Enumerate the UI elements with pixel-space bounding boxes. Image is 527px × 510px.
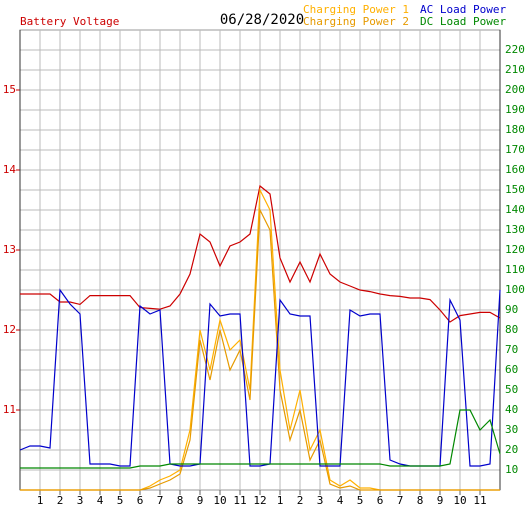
y2-tick-label: 150	[505, 183, 525, 196]
x-tick-label: 11	[233, 494, 246, 507]
y2-tick-label: 10	[505, 463, 518, 476]
y2-tick-label: 60	[505, 363, 518, 376]
y2-tick-label: 110	[505, 263, 525, 276]
series-line	[20, 207, 500, 491]
x-tick-label: 2	[57, 494, 64, 507]
x-tick-label: 4	[97, 494, 104, 507]
x-tick-label: 6	[377, 494, 384, 507]
y2-tick-label: 80	[505, 323, 518, 336]
chart-title: 06/28/2020	[220, 12, 304, 28]
y2-tick-label: 220	[505, 43, 525, 56]
y-tick-label: 13	[3, 243, 16, 256]
y-tick-label: 15	[3, 83, 16, 96]
legend-label: AC Load Power	[420, 3, 506, 16]
y2-tick-label: 40	[505, 403, 518, 416]
y2-tick-label: 30	[505, 423, 518, 436]
x-tick-label: 4	[337, 494, 344, 507]
y2-tick-label: 190	[505, 103, 525, 116]
x-tick-label: 5	[117, 494, 124, 507]
legend-label: Charging Power 1	[303, 3, 409, 16]
y2-tick-label: 140	[505, 203, 525, 216]
y2-tick-label: 50	[505, 383, 518, 396]
legend-label: DC Load Power	[420, 15, 506, 28]
y2-tick-label: 160	[505, 163, 525, 176]
y2-tick-label: 130	[505, 223, 525, 236]
x-tick-label: 1	[277, 494, 284, 507]
x-tick-label: 10	[453, 494, 466, 507]
x-tick-label: 8	[177, 494, 184, 507]
y2-tick-label: 120	[505, 243, 525, 256]
x-tick-label: 1	[37, 494, 44, 507]
x-tick-label: 5	[357, 494, 364, 507]
x-tick-label: 10	[213, 494, 226, 507]
x-tick-label: 2	[297, 494, 304, 507]
x-tick-label: 3	[317, 494, 324, 507]
legend-label: Charging Power 2	[303, 15, 409, 28]
y2-tick-label: 100	[505, 283, 525, 296]
y2-tick-label: 200	[505, 83, 525, 96]
y2-tick-label: 70	[505, 343, 518, 356]
x-tick-label: 7	[157, 494, 164, 507]
y-tick-label: 14	[3, 163, 17, 176]
y2-tick-label: 170	[505, 143, 525, 156]
y2-tick-label: 180	[505, 123, 525, 136]
series-line	[20, 184, 501, 323]
x-tick-label: 11	[473, 494, 486, 507]
legend-label: Battery Voltage	[20, 15, 119, 28]
y2-tick-label: 90	[505, 303, 518, 316]
x-tick-label: 3	[77, 494, 84, 507]
x-tick-label: 7	[397, 494, 404, 507]
y2-tick-label: 20	[505, 443, 518, 456]
y-tick-label: 11	[3, 403, 16, 416]
x-tick-label: 9	[197, 494, 204, 507]
x-tick-label: 6	[137, 494, 144, 507]
x-tick-label: 12	[253, 494, 266, 507]
x-tick-label: 8	[417, 494, 424, 507]
x-tick-label: 9	[437, 494, 444, 507]
y-tick-label: 12	[3, 323, 16, 336]
y2-tick-label: 210	[505, 63, 525, 76]
series-line	[20, 409, 501, 469]
